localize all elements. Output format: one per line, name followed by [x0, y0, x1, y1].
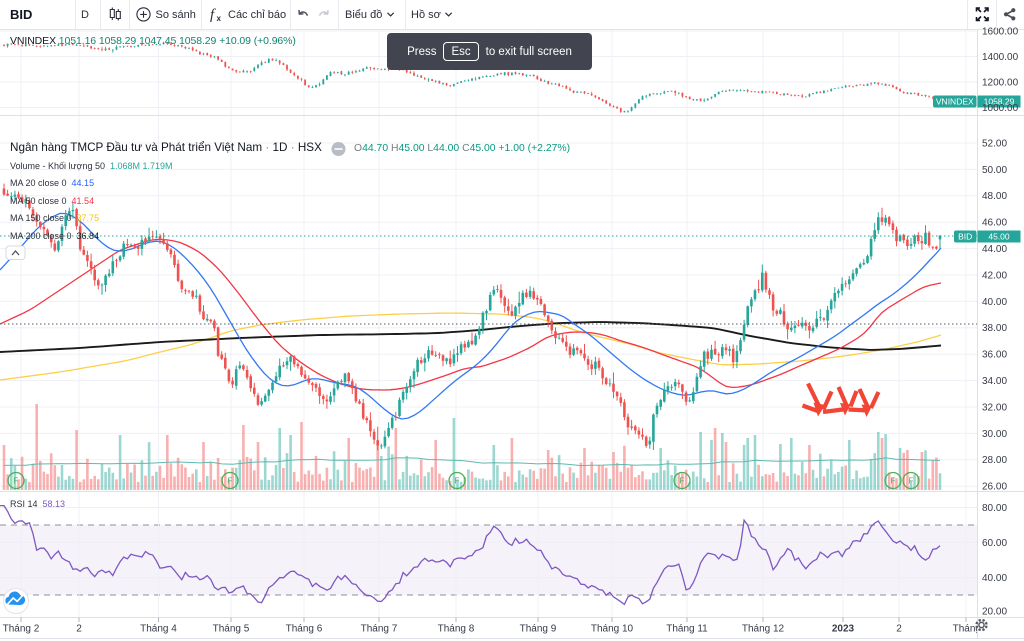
svg-text:40.00: 40.00 — [982, 573, 1007, 584]
svg-text:BID: BID — [958, 232, 972, 242]
svg-text:Tháng 6: Tháng 6 — [286, 624, 323, 635]
svg-text:1200.00: 1200.00 — [982, 77, 1019, 88]
svg-text:Tháng 11: Tháng 11 — [666, 624, 708, 635]
svg-text:F: F — [680, 477, 685, 486]
svg-text:38.00: 38.00 — [982, 323, 1007, 334]
svg-text:Tháng 8: Tháng 8 — [438, 624, 475, 635]
svg-text:50.00: 50.00 — [982, 165, 1007, 176]
svg-text:45.00: 45.00 — [988, 232, 1010, 242]
svg-text:Tháng 3: Tháng 3 — [953, 624, 990, 635]
svg-text:1600.00: 1600.00 — [982, 26, 1019, 37]
svg-text:60.00: 60.00 — [982, 538, 1007, 549]
svg-text:Tháng 12: Tháng 12 — [742, 624, 785, 635]
svg-text:80.00: 80.00 — [982, 503, 1007, 514]
svg-text:1058.29: 1058.29 — [984, 97, 1015, 107]
svg-text:52.00: 52.00 — [982, 138, 1007, 149]
svg-text:Tháng 7: Tháng 7 — [361, 624, 398, 635]
svg-text:32.00: 32.00 — [982, 402, 1007, 413]
svg-text:44.00: 44.00 — [982, 244, 1007, 255]
svg-text:Tháng 2: Tháng 2 — [3, 624, 40, 635]
svg-text:46.00: 46.00 — [982, 218, 1007, 229]
svg-text:48.00: 48.00 — [982, 191, 1007, 202]
svg-text:F: F — [14, 477, 19, 486]
svg-text:F: F — [228, 477, 233, 486]
svg-text:f: f — [210, 7, 216, 23]
svg-text:Tháng 10: Tháng 10 — [591, 624, 634, 635]
svg-text:Tháng 9: Tháng 9 — [520, 624, 557, 635]
svg-text:40.00: 40.00 — [982, 297, 1007, 308]
svg-text:Tháng 5: Tháng 5 — [213, 624, 250, 635]
svg-text:F: F — [891, 477, 896, 486]
svg-text:36.00: 36.00 — [982, 350, 1007, 361]
svg-text:42.00: 42.00 — [982, 270, 1007, 281]
svg-text:VNINDEX: VNINDEX — [936, 97, 974, 107]
svg-text:2: 2 — [896, 624, 902, 635]
svg-text:20.00: 20.00 — [982, 606, 1007, 617]
svg-text:1400.00: 1400.00 — [982, 52, 1019, 63]
svg-text:30.00: 30.00 — [982, 429, 1007, 440]
svg-text:2023: 2023 — [832, 624, 855, 635]
svg-text:28.00: 28.00 — [982, 455, 1007, 466]
svg-text:F: F — [909, 477, 914, 486]
svg-text:26.00: 26.00 — [982, 482, 1007, 493]
svg-text:2: 2 — [76, 624, 82, 635]
svg-text:Tháng 4: Tháng 4 — [140, 624, 177, 635]
svg-text:1000.00: 1000.00 — [982, 103, 1019, 114]
svg-text:x: x — [217, 14, 222, 23]
svg-text:F: F — [455, 477, 460, 486]
svg-text:34.00: 34.00 — [982, 376, 1007, 387]
